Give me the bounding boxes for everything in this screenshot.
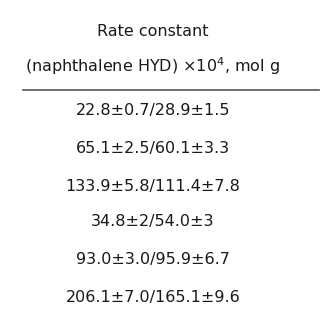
Text: 133.9±5.8/111.4±7.8: 133.9±5.8/111.4±7.8 xyxy=(65,180,240,195)
Text: 22.8±0.7/28.9±1.5: 22.8±0.7/28.9±1.5 xyxy=(76,103,230,118)
Text: 206.1±7.0/165.1±9.6: 206.1±7.0/165.1±9.6 xyxy=(66,291,240,306)
Text: 65.1±2.5/60.1±3.3: 65.1±2.5/60.1±3.3 xyxy=(76,141,230,156)
Text: (naphthalene HYD) $\times$10$^{4}$, mol g: (naphthalene HYD) $\times$10$^{4}$, mol … xyxy=(25,55,280,77)
Text: Rate constant: Rate constant xyxy=(97,24,209,39)
Text: 34.8±2/54.0±3: 34.8±2/54.0±3 xyxy=(91,214,215,229)
Text: 93.0±3.0/95.9±6.7: 93.0±3.0/95.9±6.7 xyxy=(76,252,230,268)
